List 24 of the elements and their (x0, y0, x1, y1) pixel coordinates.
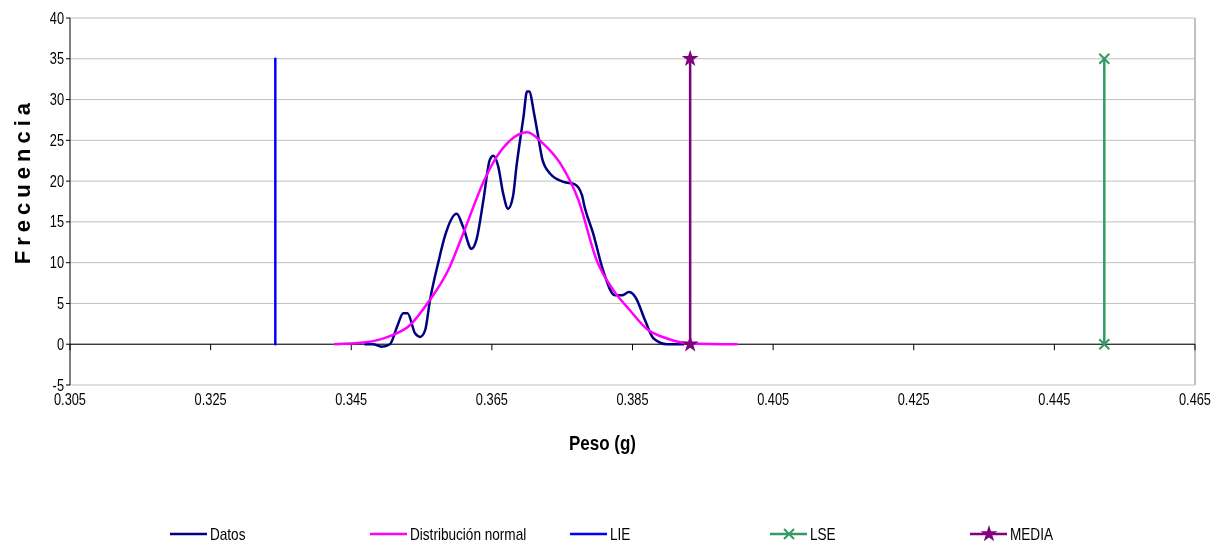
x-tick-label: 0.385 (616, 390, 649, 408)
x-axis-title: Peso (g) (568, 431, 637, 455)
y-tick-label: 0 (56, 335, 64, 354)
x-tick-label: 0.445 (1038, 390, 1071, 408)
y-tick-label: 25 (49, 131, 64, 150)
x-tick-label: 0.365 (475, 390, 508, 408)
legend-label: Datos (210, 525, 246, 543)
y-tick-label: 10 (49, 253, 64, 272)
y-tick-label: 20 (49, 172, 64, 191)
y-tick-label: 40 (49, 9, 64, 27)
legend-label: MEDIA (1010, 525, 1054, 543)
x-tick-label: 0.405 (757, 390, 790, 408)
y-tick-label: 5 (56, 294, 64, 313)
y-axis-title: Frecuencia (10, 98, 35, 265)
x-tick-label: 0.425 (897, 390, 930, 408)
x-tick-label: 0.325 (194, 390, 227, 408)
x-tick-label: 0.465 (1179, 390, 1211, 408)
y-tick-label: 30 (49, 90, 64, 109)
y-tick-label: 35 (49, 50, 64, 68)
legend-label: LSE (810, 525, 836, 543)
x-tick-label: 0.345 (335, 390, 368, 408)
legend-label: LIE (610, 525, 631, 543)
y-tick-label: 15 (49, 213, 64, 231)
legend-label: Distribución normal (410, 525, 527, 543)
